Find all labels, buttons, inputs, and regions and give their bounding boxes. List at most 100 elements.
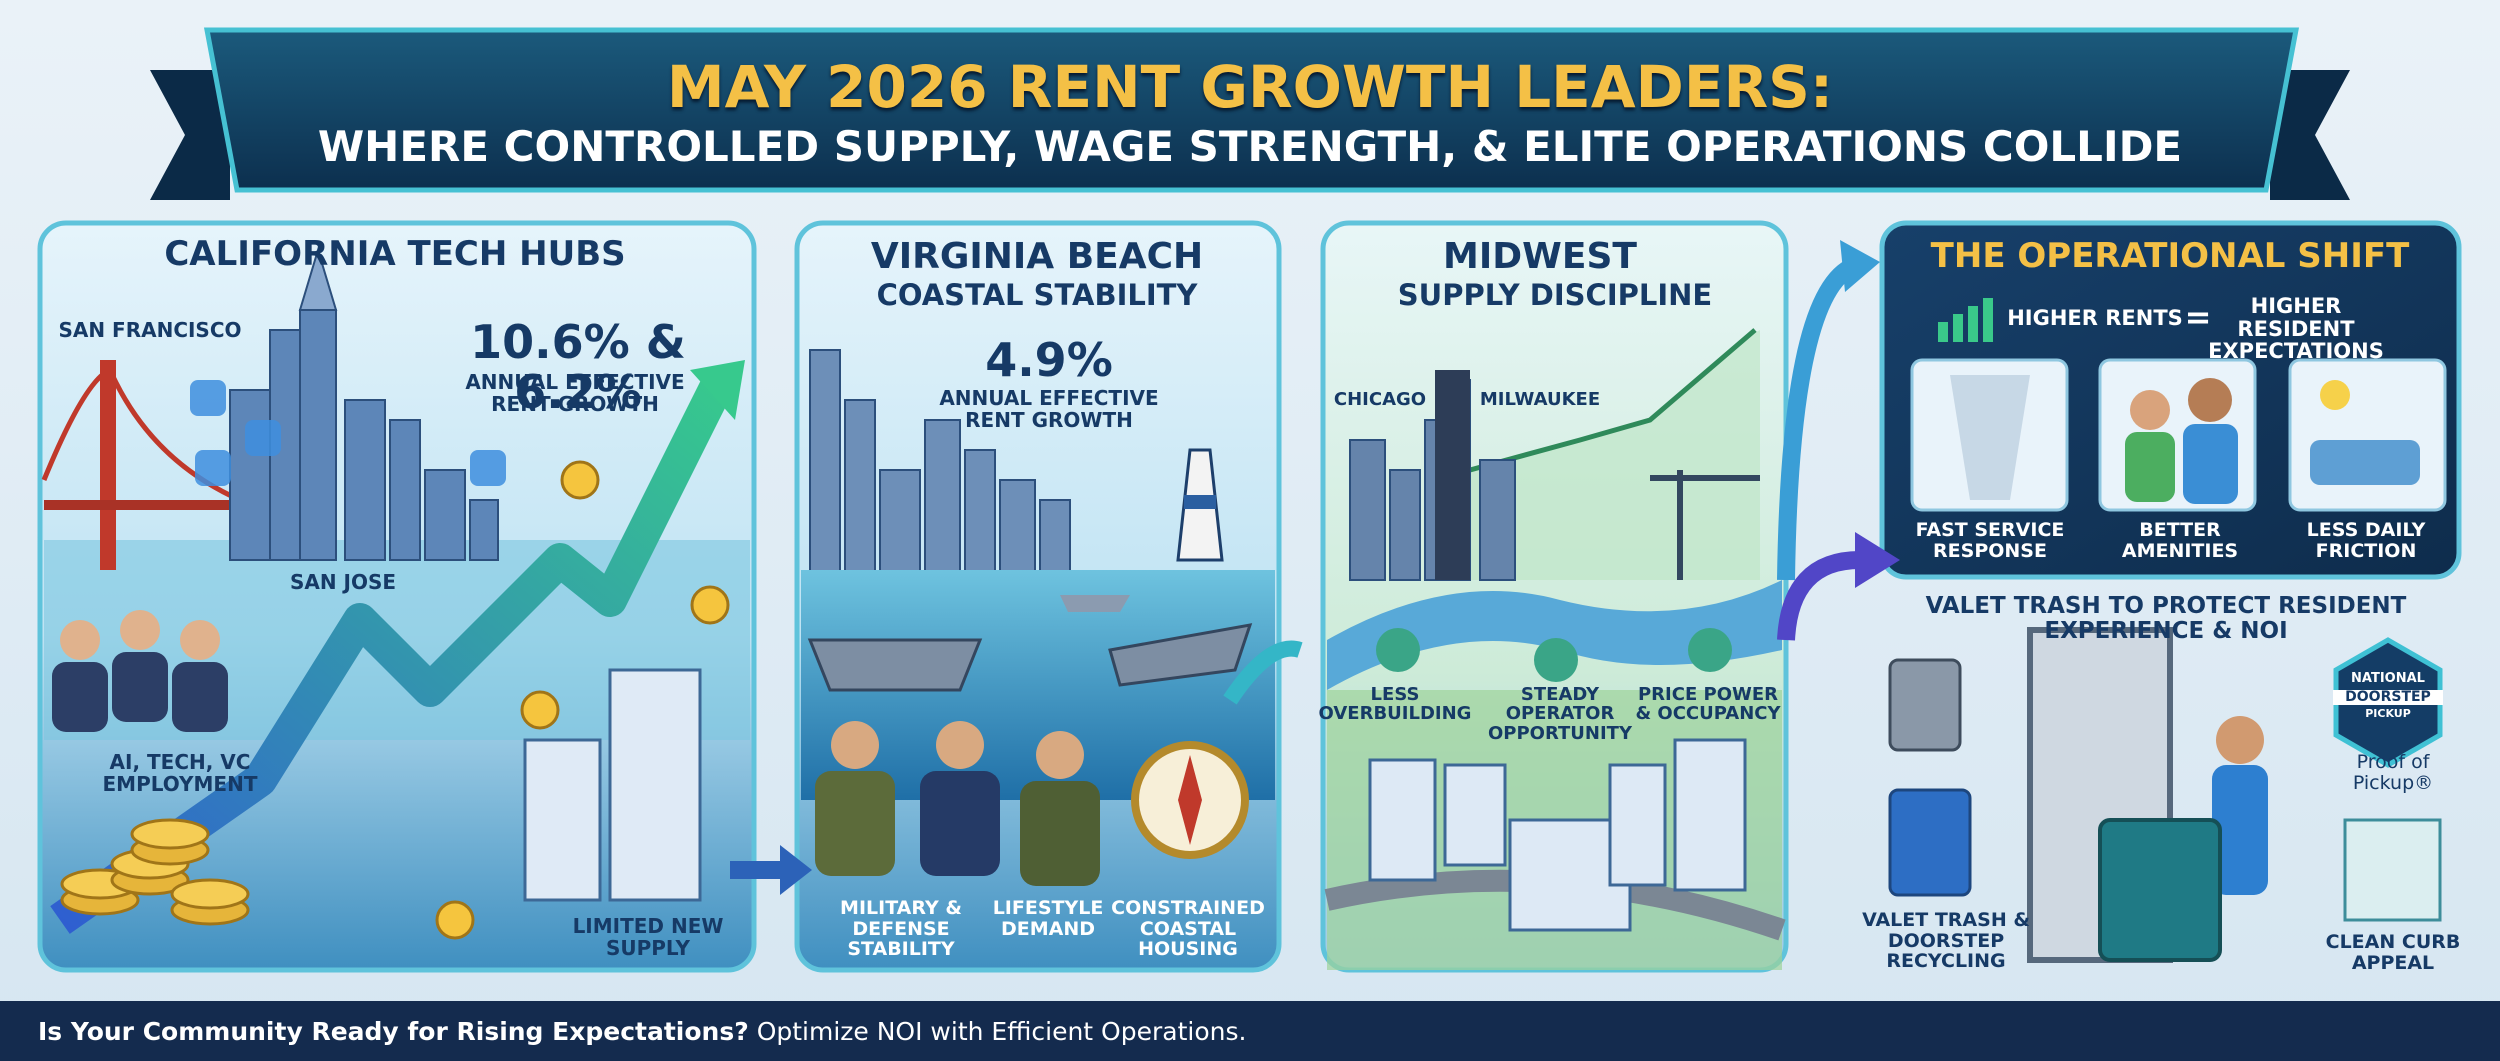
valet-title: VALET TRASH TO PROTECT RESIDENT EXPERIEN… bbox=[1925, 593, 2407, 644]
coin bbox=[435, 900, 475, 940]
person-body bbox=[172, 662, 228, 732]
pyramid-tower bbox=[298, 246, 338, 311]
mini-bar bbox=[1983, 298, 1993, 342]
growth-area bbox=[1470, 330, 1760, 580]
factor-label: MILITARY & DEFENSE STABILITY bbox=[840, 897, 962, 961]
flow-arrow-head bbox=[780, 845, 812, 895]
banner-tail bbox=[2270, 70, 2350, 200]
tech-icon bbox=[245, 420, 281, 456]
footer-line: Is Your Community Ready for Rising Expec… bbox=[38, 1017, 1246, 1046]
stat: 4.9% bbox=[985, 333, 1113, 387]
stat: 10.6% & 6.2% bbox=[470, 315, 686, 419]
skyline-building bbox=[879, 469, 921, 581]
shift-item: LESS DAILY FRICTION bbox=[2306, 519, 2426, 562]
shift-right: HIGHER RESIDENT EXPECTATIONS bbox=[2208, 294, 2384, 364]
soldier-body bbox=[815, 771, 895, 876]
panel-subtitle: COASTAL STABILITY bbox=[876, 278, 1198, 312]
skyline-building bbox=[1389, 469, 1421, 581]
flow-arrow bbox=[1777, 551, 1861, 641]
panel-title: VIRGINIA BEACH bbox=[870, 236, 1204, 277]
flow-arrow bbox=[1223, 640, 1303, 705]
hallway bbox=[1950, 375, 2030, 500]
mini-bar bbox=[1938, 322, 1948, 342]
skyline-building bbox=[1039, 499, 1071, 581]
valet-item: CLEAN CURB APPEAL bbox=[2325, 931, 2461, 974]
factor-label: AI, TECH, VC EMPLOYMENT bbox=[102, 750, 258, 796]
valet-item: Proof of Pickup® bbox=[2352, 751, 2434, 794]
growth-line bbox=[1469, 328, 1757, 473]
factor-label: LIFESTYLE DEMAND bbox=[992, 897, 1104, 940]
smile-icon bbox=[2320, 380, 2350, 410]
stat-label: ANNUAL EFFECTIVE RENT GROWTH bbox=[939, 386, 1159, 432]
skyline-building bbox=[424, 469, 466, 561]
ship bbox=[807, 638, 983, 692]
factor-label: STEADY OPERATOR OPPORTUNITY bbox=[1487, 684, 1632, 744]
factor-icon bbox=[1376, 628, 1420, 672]
tech-icon bbox=[190, 380, 226, 416]
shift-equals: = bbox=[2184, 298, 2212, 336]
flow-arrow-head bbox=[1840, 240, 1880, 292]
porter-body bbox=[2212, 765, 2268, 895]
photo-card bbox=[2288, 358, 2447, 512]
lighthouse-stripe bbox=[1184, 495, 1216, 509]
building bbox=[1673, 738, 1747, 892]
sofa bbox=[2310, 440, 2420, 485]
tech-icon bbox=[470, 450, 506, 486]
resident-head bbox=[2188, 378, 2232, 422]
resident-body bbox=[2125, 432, 2175, 502]
banner bbox=[203, 27, 2300, 193]
coin bbox=[690, 585, 730, 625]
panel-title: MIDWEST bbox=[1443, 236, 1637, 277]
building bbox=[1443, 763, 1507, 867]
building bbox=[608, 668, 702, 902]
ship bbox=[1108, 623, 1253, 687]
coin-stack bbox=[130, 818, 210, 850]
factor-label: LIMITED NEW SUPPLY bbox=[572, 914, 724, 960]
sears-tower bbox=[1435, 370, 1470, 580]
person-head bbox=[60, 620, 100, 660]
skyline-building bbox=[299, 309, 337, 561]
soldier-body bbox=[920, 771, 1000, 876]
soldier-head bbox=[936, 721, 984, 769]
person-body bbox=[112, 652, 168, 722]
footer-text: Optimize NOI with Efficient Operations. bbox=[756, 1017, 1247, 1046]
person-body bbox=[52, 662, 108, 732]
person-head bbox=[120, 610, 160, 650]
skyline-building bbox=[999, 479, 1036, 581]
place-label: SAN FRANCISCO bbox=[58, 318, 242, 342]
mini-bar bbox=[1968, 306, 1978, 342]
badge-line: DOORSTEP bbox=[2333, 689, 2443, 706]
skyline-building bbox=[469, 499, 499, 561]
banner-tail bbox=[150, 70, 230, 200]
shift-item: BETTER AMENITIES bbox=[2121, 519, 2239, 562]
soldier-head bbox=[1036, 731, 1084, 779]
footer-question: Is Your Community Ready for Rising Expec… bbox=[38, 1017, 749, 1046]
soldier-body bbox=[1020, 781, 1100, 886]
header-title: MAY 2026 RENT GROWTH LEADERS: bbox=[666, 53, 1834, 121]
factor-label: CONSTRAINED COASTAL HOUSING bbox=[1111, 897, 1265, 961]
growth-arrow bbox=[50, 372, 736, 934]
building bbox=[523, 738, 602, 902]
skyline-building bbox=[389, 419, 421, 561]
skyline-building bbox=[964, 449, 996, 581]
resident-head bbox=[2130, 390, 2170, 430]
skyline-building bbox=[844, 399, 876, 581]
bridge-tower bbox=[100, 360, 116, 570]
building bbox=[1368, 758, 1437, 882]
mini-bar bbox=[1953, 314, 1963, 342]
coin-stack bbox=[170, 878, 250, 910]
compass-needle bbox=[1178, 755, 1202, 845]
panel-subtitle: SUPPLY DISCIPLINE bbox=[1397, 278, 1713, 312]
recycle-bin bbox=[1888, 788, 1972, 897]
stat-label: ANNUAL EFFECTIVE RENT GROWTH bbox=[465, 370, 685, 416]
factor-label: LESS OVERBUILDING bbox=[1318, 684, 1472, 725]
panel-title: CALIFORNIA TECH HUBS bbox=[164, 234, 626, 274]
place-label: SAN JOSE bbox=[289, 570, 397, 594]
factor-icon bbox=[1688, 628, 1732, 672]
building bbox=[1608, 763, 1667, 887]
factor-label: PRICE POWER & OCCUPANCY bbox=[1635, 684, 1781, 725]
river bbox=[1327, 580, 1782, 690]
skyline-building bbox=[924, 419, 961, 581]
